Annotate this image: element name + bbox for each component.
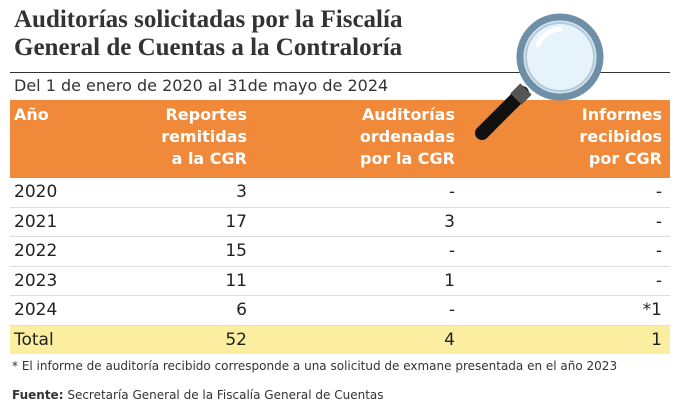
header-line: Informes [581, 105, 662, 124]
header-line: Auditorías [361, 105, 455, 124]
table-cell: - [655, 182, 662, 202]
table-cell: 2020 [14, 182, 58, 202]
table-row: 2024 6 - *1 [10, 296, 670, 326]
total-cell: 1 [651, 329, 662, 350]
footnote: * El informe de auditoría recibido corre… [12, 359, 618, 373]
table-cell: *1 [642, 300, 662, 320]
table-row: 2022 15 - - [10, 237, 670, 267]
title-line: General de Cuentas a la Contraloría [14, 34, 403, 61]
title-line: Auditorías solicitadas por la Fiscalía [14, 6, 403, 33]
table-cell: 3 [236, 182, 247, 202]
header-line: recibidos [579, 127, 662, 146]
header-cell: Año [14, 104, 49, 126]
table-cell: 2024 [14, 300, 58, 320]
header-line: Reportes [165, 105, 247, 124]
header-line: remitidas [161, 127, 247, 146]
table-cell: 15 [225, 241, 247, 261]
table-cell: 2023 [14, 270, 58, 291]
table-cell: 6 [236, 300, 247, 320]
table-cell: - [448, 182, 455, 202]
header-row: Año Reportes remitidas a la CGR Auditorías or… [10, 100, 670, 178]
header-line: ordenadas [359, 127, 455, 146]
rule [10, 72, 670, 73]
table-cell: 17 [225, 211, 247, 232]
magnifier-icon [475, 13, 604, 140]
table-cell: 1 [444, 270, 455, 291]
subtitle: Del 1 de enero de 2020 al 31de mayo de 2… [14, 76, 389, 95]
total-row: Total 52 4 1 [10, 325, 670, 354]
table-cell: - [448, 241, 455, 261]
table-row: 2023 11 1- [10, 267, 670, 296]
source: Fuente: Secretaría General de la Fiscalí… [12, 388, 384, 402]
source-text: Secretaría General de la Fiscalía Genera… [67, 388, 384, 402]
title: Auditorías solicitadas por la Fiscalía G… [14, 6, 402, 62]
header-line: Año [14, 105, 49, 124]
table: Año Reportes remitidas a la CGR Auditorías or… [10, 100, 670, 354]
table-cell: 3 [444, 211, 455, 232]
header-line: por la CGR [360, 149, 455, 168]
table-cell: 2021 [14, 211, 58, 232]
total-cell: 52 [225, 329, 247, 350]
table-cell: 11 [225, 270, 247, 291]
table-row: 2020 3 - - [10, 178, 670, 208]
table-row: 2021 17 3 - [10, 208, 670, 237]
table-cell: - [655, 241, 662, 261]
header-cell: Informes recibidos por CGR [579, 104, 662, 170]
header-line: a la CGR [171, 149, 247, 168]
table-cell: - [448, 300, 455, 320]
table-cell: - [655, 211, 662, 232]
table-cell: 2022 [14, 241, 58, 261]
source-label: Fuente: [12, 388, 64, 402]
header-line: por CGR [588, 149, 662, 168]
header-cell: Reportes remitidas a la CGR [161, 104, 247, 170]
table-cell: - [655, 270, 662, 291]
header-cell: Auditorías ordenadas por la CGR [360, 104, 455, 170]
total-cell: 4 [444, 329, 455, 350]
total-cell: Total [14, 329, 54, 350]
